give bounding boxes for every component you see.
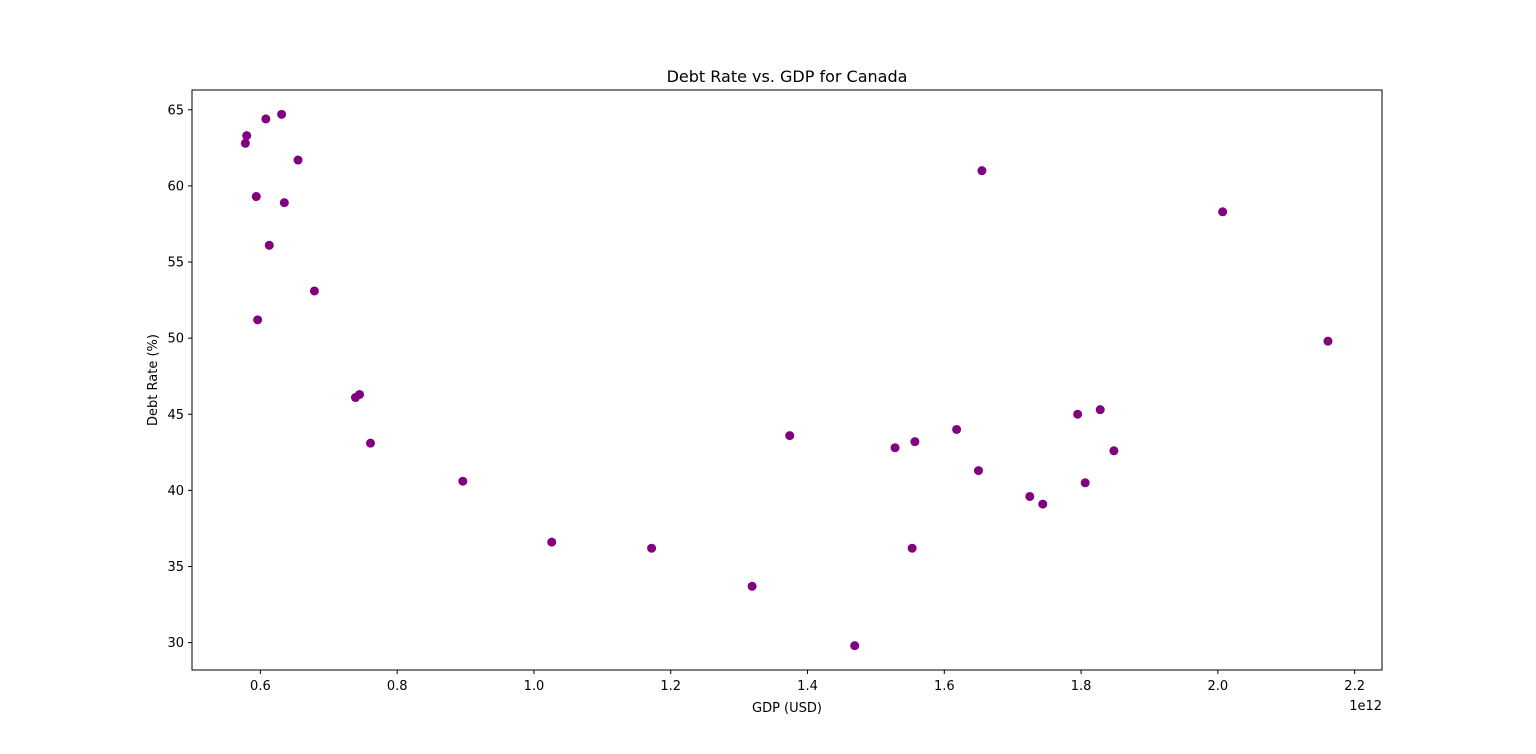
points-layer: [240, 109, 1333, 651]
data-point-29: [1095, 405, 1105, 415]
data-point-25: [1025, 491, 1035, 501]
y-tick-label: 45: [167, 408, 184, 423]
chart-title: Debt Rate vs. GDP for Canada: [667, 67, 908, 86]
data-point-24: [977, 166, 987, 176]
y-tick-label: 65: [167, 103, 184, 118]
x-tick-label: 2.0: [1208, 679, 1229, 694]
data-point-26: [1038, 499, 1048, 509]
data-point-21: [910, 437, 920, 447]
data-point-5: [251, 192, 261, 202]
y-tick-label: 60: [167, 179, 184, 194]
data-point-19: [890, 443, 900, 453]
data-point-16: [747, 581, 757, 591]
data-point-11: [355, 389, 365, 399]
x-tick-label: 1.0: [524, 679, 545, 694]
data-point-17: [785, 431, 795, 441]
data-point-3: [277, 109, 287, 119]
x-tick-label: 2.2: [1344, 679, 1365, 694]
y-tick-label: 35: [167, 560, 184, 575]
data-point-31: [1218, 207, 1228, 217]
data-point-6: [279, 198, 289, 208]
data-point-8: [309, 286, 319, 296]
y-tick-label: 50: [167, 332, 184, 347]
y-axis-label: Debt Rate (%): [146, 334, 161, 426]
data-point-15: [647, 543, 657, 553]
data-point-30: [1109, 446, 1119, 456]
data-point-0: [242, 131, 252, 141]
y-tick-label: 55: [167, 256, 184, 271]
data-point-18: [850, 641, 860, 651]
data-point-28: [1080, 478, 1090, 488]
data-point-20: [907, 543, 917, 553]
data-point-23: [973, 466, 983, 476]
data-point-22: [952, 424, 962, 434]
data-point-27: [1073, 409, 1083, 419]
y-tick-label: 30: [167, 636, 184, 651]
data-point-32: [1323, 336, 1333, 346]
data-point-12: [366, 438, 375, 448]
y-tick-label: 40: [167, 484, 184, 499]
data-point-14: [547, 537, 557, 547]
data-point-7: [264, 240, 274, 250]
data-point-1: [240, 138, 250, 148]
x-tick-label: 1.6: [934, 679, 955, 694]
data-point-13: [458, 476, 468, 486]
x-tick-label: 0.8: [387, 679, 408, 694]
x-tick-label: 1.2: [660, 679, 681, 694]
y-axis-ticks: 30 35 40 45 50 55 60 65: [167, 103, 192, 651]
x-axis-ticks: 0.6 0.8 1.0 1.2 1.4 1.6 1.8 2.0 2.2: [250, 670, 1365, 694]
x-tick-label: 1.4: [797, 679, 818, 694]
x-tick-label: 0.6: [250, 679, 271, 694]
data-point-9: [253, 315, 263, 325]
x-axis-offset-label: 1e12: [1349, 699, 1382, 714]
x-axis-label: GDP (USD): [752, 701, 822, 716]
plot-frame: [191, 89, 1383, 671]
data-point-4: [293, 155, 303, 165]
x-tick-label: 1.8: [1071, 679, 1092, 694]
data-point-2: [261, 114, 271, 124]
